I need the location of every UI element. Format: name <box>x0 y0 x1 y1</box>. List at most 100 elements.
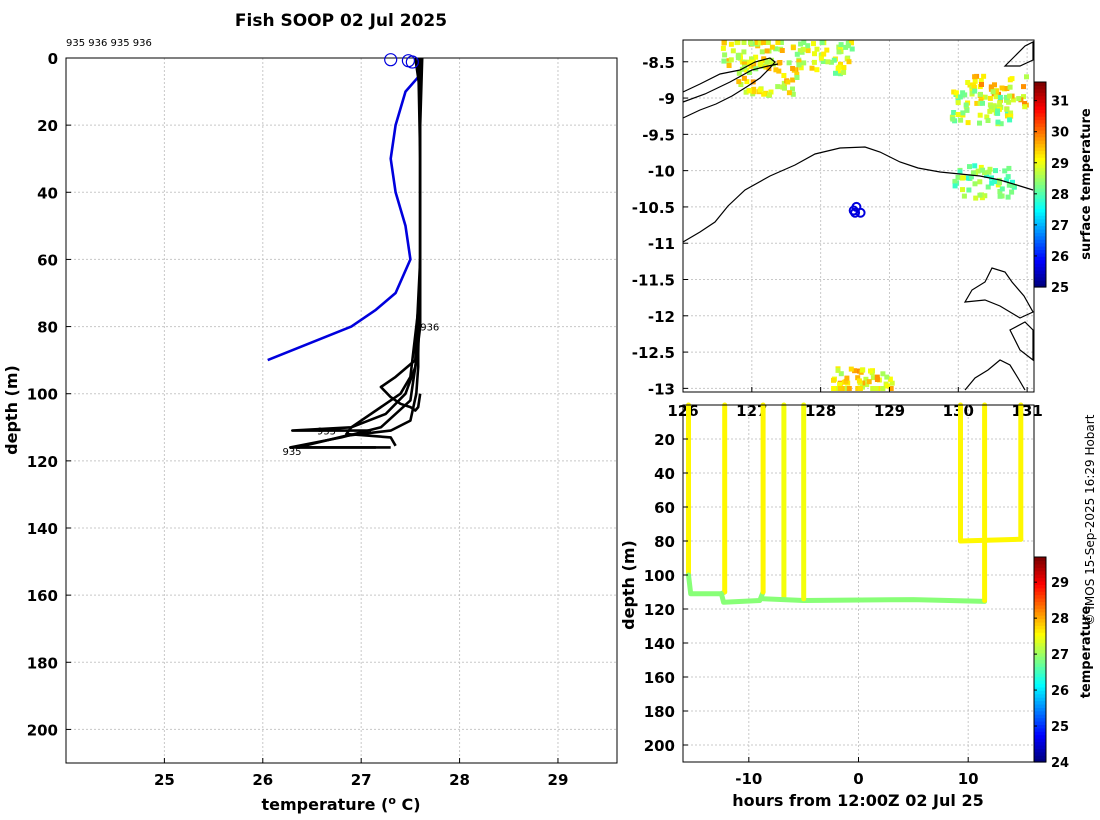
sst-pixel <box>1010 179 1015 185</box>
map-colorbar-segment <box>1034 246 1046 251</box>
sst-pixel <box>868 368 873 374</box>
map-colorbar-tick-label: 28 <box>1051 188 1069 203</box>
profile-annotation: 935 <box>282 447 301 458</box>
temp-colorbar-segment <box>1034 727 1046 732</box>
temp-colorbar-segment <box>1034 645 1046 650</box>
glider-track-segment <box>718 589 766 605</box>
temp-colorbar-segment <box>1034 632 1046 637</box>
sst-pixel <box>794 71 800 77</box>
sst-pixel <box>977 120 982 126</box>
glider-track-segment <box>760 596 988 604</box>
sst-pixel <box>972 78 978 84</box>
temp-colorbar-segment <box>1034 598 1046 603</box>
sst-pixel <box>759 49 765 55</box>
sst-pixel <box>859 367 865 373</box>
map-colorbar-segment <box>1034 269 1046 274</box>
temp-colorbar-tick-label: 26 <box>1051 684 1069 699</box>
map-y-tick-label: -10 <box>648 163 675 181</box>
sst-pixel <box>798 41 804 47</box>
sst-pixel <box>979 82 984 87</box>
temp-colorbar-segment <box>1034 717 1046 722</box>
temp-colorbar-segment <box>1034 673 1046 678</box>
sst-pixel <box>998 121 1004 127</box>
sst-pixel <box>992 179 997 185</box>
sst-pixel <box>821 51 827 57</box>
map-colorbar-segment <box>1034 276 1046 281</box>
sst-pixel <box>824 47 830 53</box>
sst-pixel <box>1009 189 1015 195</box>
sst-pixel <box>957 169 963 175</box>
temp-colorbar-segment <box>1034 734 1046 739</box>
sst-pixel <box>1006 165 1012 171</box>
sst-pixel <box>985 184 991 190</box>
x-tick-label: 29 <box>548 771 569 789</box>
sst-pixel <box>797 48 803 54</box>
sst-pixel <box>744 67 750 73</box>
vessel-position-marker <box>850 207 861 218</box>
sst-pixel <box>757 87 763 93</box>
sst-pixel <box>1004 177 1010 183</box>
sst-pixel <box>841 65 847 70</box>
coastline-northeast <box>1003 41 1034 67</box>
sst-pixel <box>955 112 961 117</box>
map-colorbar-segment <box>1034 266 1046 271</box>
temp-colorbar-segment <box>1034 570 1046 575</box>
sst-pixel <box>768 89 774 95</box>
temp-colorbar-segment <box>1034 649 1046 654</box>
sst-pixel <box>1021 94 1026 100</box>
temp-colorbar-segment <box>1034 615 1046 620</box>
temp-colorbar-segment <box>1034 755 1046 760</box>
sst-pixel <box>957 94 963 100</box>
coastline-australia-3 <box>964 359 1026 391</box>
sst-pixel <box>987 108 993 114</box>
temp-colorbar-segment <box>1034 621 1046 626</box>
time-tick-label: 10 <box>958 770 979 788</box>
profile-id-labels: 935 936 935 936 <box>66 38 152 49</box>
sst-pixel <box>751 62 757 68</box>
sst-pixel <box>786 90 792 96</box>
sst-pixel <box>863 376 869 382</box>
sst-pixel <box>741 61 747 67</box>
sst-pixel <box>1009 76 1015 82</box>
temp-colorbar-segment <box>1034 584 1046 589</box>
temp-colorbar-segment <box>1034 560 1046 565</box>
depth-tick-label: 40 <box>654 465 675 483</box>
depth-tick-label: 60 <box>654 499 675 517</box>
sst-pixel <box>995 119 1001 125</box>
profile-line-black5 <box>345 58 422 447</box>
sst-pixel <box>749 56 754 62</box>
time-depth-ticks: -10 0 10 20 40 60 80 100 120 140 160 180 200 <box>644 431 979 788</box>
y-tick-label: 20 <box>37 117 58 135</box>
sst-pixel <box>960 187 965 193</box>
sst-pixel <box>776 68 782 74</box>
sst-map-plot: 126 127 128 129 130 131-8.5-9-9.5-10-10.5-11-… <box>632 39 1094 420</box>
sst-pixel <box>779 48 785 53</box>
temp-colorbar-segment <box>1034 652 1046 657</box>
depth-tick-label: 20 <box>654 431 675 449</box>
coastline-timor <box>682 146 1034 243</box>
time-depth-x-axis-label: hours from 12:00Z 02 Jul 25 <box>732 791 983 810</box>
sst-pixel <box>811 41 816 47</box>
sst-pixel <box>753 54 759 60</box>
map-x-tick-label: 128 <box>805 402 836 420</box>
sst-pixel <box>972 74 978 80</box>
sst-pixel <box>825 59 831 65</box>
map-colorbar-segment <box>1034 88 1046 93</box>
y-tick-label: 140 <box>27 520 58 538</box>
sst-pixel <box>1004 106 1010 112</box>
sst-pixel <box>991 103 997 109</box>
time-tick-label: 0 <box>853 770 863 788</box>
sst-pixel <box>986 169 992 175</box>
sst-pixel <box>831 386 837 391</box>
sst-pixel <box>790 45 796 51</box>
credit-text: © IMOS 15-Sep-2025 16:29 Hobart <box>1083 414 1097 625</box>
map-colorbar-segment <box>1034 198 1046 203</box>
sst-pixel <box>848 366 854 372</box>
profile-annotation: 936 <box>420 323 439 334</box>
sst-pixel <box>978 164 984 170</box>
sst-pixel <box>841 69 847 75</box>
sst-pixel <box>769 44 775 50</box>
sst-pixel <box>887 376 893 382</box>
sst-pixel <box>846 59 852 65</box>
